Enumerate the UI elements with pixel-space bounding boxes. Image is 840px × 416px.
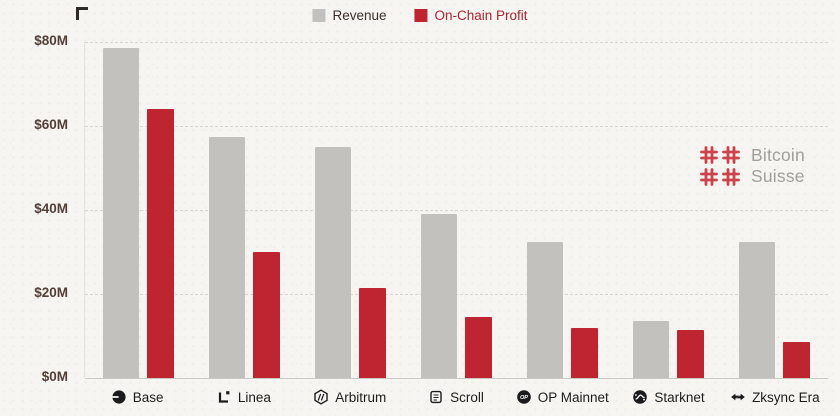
scroll-icon: [428, 389, 444, 405]
x-label-starknet: Starknet: [615, 389, 721, 405]
profit-bar-linea: [252, 252, 280, 378]
bar-groups: [85, 42, 828, 378]
profit-bar-arbitrum: [358, 287, 386, 378]
svg-text:OP: OP: [520, 395, 528, 401]
revenue-legend-label: Revenue: [332, 8, 387, 23]
op-mainnet-icon: OP: [516, 389, 532, 405]
chart-group-zksync-era: [722, 42, 828, 378]
linea-icon: [216, 389, 232, 405]
x-label-text-linea: Linea: [237, 389, 271, 405]
starknet-icon: [632, 389, 648, 405]
chart-group-op-mainnet: [510, 42, 616, 378]
profit-bar-scroll: [464, 317, 492, 378]
x-label-text-starknet: Starknet: [654, 389, 705, 405]
watermark-line2: Suisse: [751, 166, 805, 186]
y-tick-80m: $80M: [34, 33, 68, 48]
plot-area: [84, 42, 828, 379]
x-axis-labels: Base Linea Arbitrum Scroll OP OP Mainnet Stark…: [84, 382, 828, 412]
y-tick-60m: $60M: [34, 117, 68, 132]
x-label-text-zksync-era: Zksync Era: [752, 389, 820, 405]
gridline: [85, 210, 828, 211]
profit-swatch: [414, 9, 428, 22]
revenue-bar-linea: [208, 136, 245, 378]
revenue-bar-zksync-era: [739, 241, 776, 378]
x-label-text-scroll: Scroll: [450, 389, 484, 405]
revenue-bar-op-mainnet: [527, 241, 564, 378]
x-label-text-op-mainnet: OP Mainnet: [537, 389, 609, 405]
x-label-scroll: Scroll: [403, 389, 509, 405]
chart-group-scroll: [403, 42, 509, 378]
base-icon: [111, 389, 127, 405]
y-tick-0m: $0M: [41, 369, 68, 384]
x-axis-baseline: [85, 378, 828, 379]
x-label-base: Base: [84, 389, 190, 405]
x-label-op-mainnet: OP OP Mainnet: [509, 389, 615, 405]
y-tick-20m: $20M: [34, 285, 68, 300]
y-axis-labels: $80M $60M $40M $20M $0M: [0, 0, 68, 416]
x-label-zksync-era: Zksync Era: [722, 389, 828, 405]
chart-legend: Revenue On-Chain Profit: [312, 8, 528, 23]
chart-group-arbitrum: [297, 42, 403, 378]
revenue-bar-arbitrum: [314, 147, 351, 378]
legend-item-profit: On-Chain Profit: [414, 8, 528, 23]
x-label-arbitrum: Arbitrum: [297, 389, 403, 405]
revenue-swatch: [312, 9, 326, 22]
y-tick-40m: $40M: [34, 201, 68, 216]
zksync-era-icon: [730, 389, 746, 405]
bitcoin-suisse-logo-icon: [698, 144, 742, 188]
x-label-text-base: Base: [132, 389, 164, 405]
profit-legend-label: On-Chain Profit: [434, 8, 528, 23]
chart-group-linea: [191, 42, 297, 378]
chart-group-base: [85, 42, 191, 378]
bitcoin-suisse-wordmark: Bitcoin Suisse: [751, 145, 805, 187]
watermark-line1: Bitcoin: [751, 145, 805, 165]
y-axis-top-tick: [76, 7, 88, 20]
revenue-bar-base: [102, 48, 139, 378]
revenue-bar-scroll: [420, 214, 457, 378]
arbitrum-icon: [313, 389, 329, 405]
profit-bar-zksync-era: [783, 342, 811, 378]
legend-item-revenue: Revenue: [312, 8, 387, 23]
gridline: [85, 42, 828, 43]
profit-bar-op-mainnet: [571, 327, 599, 378]
chart-group-starknet: [616, 42, 722, 378]
profit-bar-starknet: [677, 329, 705, 378]
profit-bar-base: [146, 109, 174, 378]
gridline: [85, 126, 828, 127]
x-label-linea: Linea: [190, 389, 296, 405]
revenue-bar-starknet: [633, 321, 670, 378]
x-label-text-arbitrum: Arbitrum: [335, 389, 387, 405]
bitcoin-suisse-watermark: Bitcoin Suisse: [698, 144, 805, 188]
